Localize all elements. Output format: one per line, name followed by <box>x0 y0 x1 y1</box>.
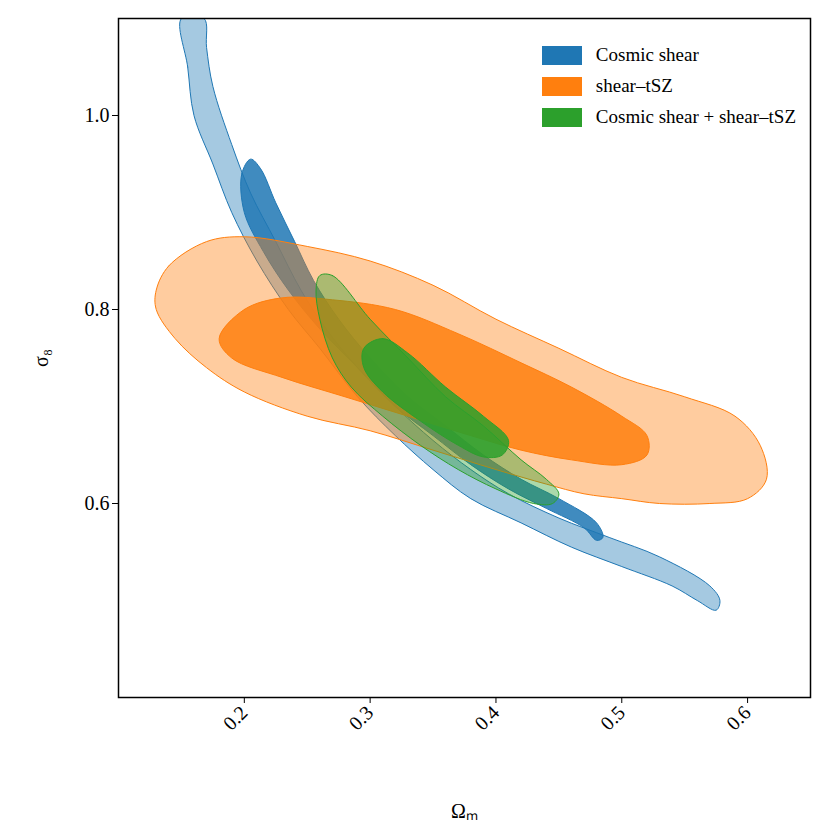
html-text:Cosmic shear: Cosmic shear <box>595 44 699 65</box>
svg-text:0.6: 0.6 <box>85 492 110 514</box>
svg-text:0.2: 0.2 <box>218 701 251 734</box>
svg-text:0.5: 0.5 <box>596 701 629 734</box>
svg-text:1.0: 1.0 <box>85 104 110 126</box>
html-text:Cosmic shear + shear–tSZ: Cosmic shear + shear–tSZ <box>595 106 796 127</box>
svg-text:0.4: 0.4 <box>470 701 503 734</box>
svg-text:0.6: 0.6 <box>722 701 755 734</box>
svg-text:0.8: 0.8 <box>85 298 110 320</box>
svg-text:0.3: 0.3 <box>344 701 377 734</box>
svg-text:Ωₘ: Ωₘ <box>451 800 478 822</box>
svg-text:σ₈: σ₈ <box>30 349 52 367</box>
html-text:shear–tSZ: shear–tSZ <box>595 75 673 96</box>
